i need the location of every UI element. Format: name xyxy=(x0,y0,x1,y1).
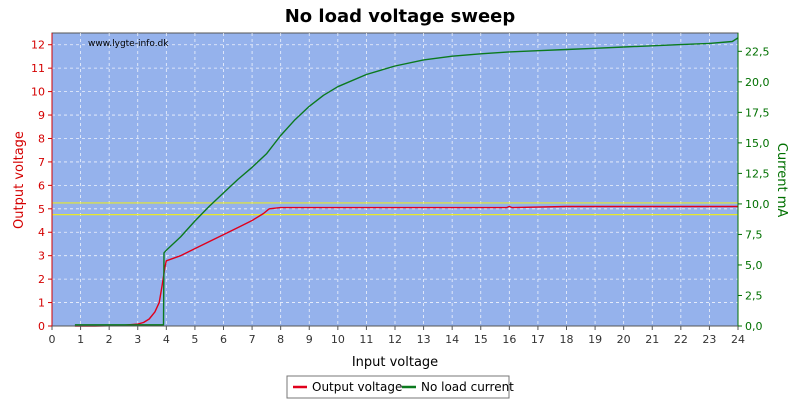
y-left-tick-label: 11 xyxy=(31,62,45,75)
y-left-tick-label: 10 xyxy=(31,86,45,99)
y-right-tick-label: 5,0 xyxy=(745,259,763,272)
y-right-tick-label: 12,5 xyxy=(745,167,770,180)
x-tick-label: 0 xyxy=(49,333,56,346)
x-tick-label: 20 xyxy=(617,333,631,346)
y-left-tick-label: 1 xyxy=(38,297,45,310)
legend-box xyxy=(286,375,510,399)
x-tick-label: 15 xyxy=(474,333,488,346)
x-tick-label: 2 xyxy=(106,333,113,346)
series-line-output-voltage xyxy=(74,205,738,327)
legend-label: Output voltage xyxy=(312,380,402,394)
legend: Output voltage No load current xyxy=(286,375,514,399)
x-tick-label: 1 xyxy=(77,333,84,346)
grid-lines xyxy=(52,33,738,326)
x-tick-label: 5 xyxy=(191,333,198,346)
x-tick-label: 8 xyxy=(277,333,284,346)
series-line-no-load-current xyxy=(74,37,739,326)
x-tick-label: 4 xyxy=(163,333,170,346)
x-tick-label: 24 xyxy=(731,333,745,346)
y-left-tick-label: 12 xyxy=(31,39,45,52)
x-tick-label: 14 xyxy=(445,333,459,346)
y-right-tick-label: 17,5 xyxy=(745,106,770,119)
x-tick-label: 13 xyxy=(417,333,431,346)
x-tick-label: 17 xyxy=(531,333,545,346)
y-axis-right-title: Current mA xyxy=(774,143,789,218)
axes: 0 1 2 3 4 5 6 7 8 9 10 11 12 13 14 15 16 17 18 19 20 21 22 23 24… xyxy=(31,33,770,346)
y-right-tick-label: 0,0 xyxy=(745,320,763,333)
watermark-text: www.lygte-info.dk xyxy=(88,39,169,49)
x-tick-label: 6 xyxy=(220,333,227,346)
chart-title: No load voltage sweep xyxy=(285,6,516,27)
x-tick-label: 22 xyxy=(674,333,688,346)
y-left-tick-label: 6 xyxy=(38,179,45,192)
x-tick-label: 9 xyxy=(306,333,313,346)
series-layer xyxy=(74,37,739,327)
x-tick-label: 10 xyxy=(331,333,345,346)
y-right-tick-label: 15,0 xyxy=(745,137,770,150)
y-left-tick-label: 5 xyxy=(38,203,45,216)
legend-label: No load current xyxy=(421,380,514,394)
y-right-tick-label: 10,0 xyxy=(745,198,770,211)
y-axis-left-title: Output voltage xyxy=(12,131,27,229)
x-tick-label: 3 xyxy=(134,333,141,346)
y-right-tick-label: 7,5 xyxy=(745,228,763,241)
x-tick-label: 7 xyxy=(249,333,256,346)
x-tick-label: 12 xyxy=(388,333,402,346)
y-left-tick-label: 7 xyxy=(38,156,45,169)
x-tick-label: 23 xyxy=(702,333,716,346)
x-tick-label: 18 xyxy=(560,333,574,346)
y-left-tick-label: 3 xyxy=(38,250,45,263)
y-right-tick-label: 2,5 xyxy=(745,289,763,302)
y-left-tick-label: 4 xyxy=(38,226,45,239)
y-right-tick-label: 20,0 xyxy=(745,76,770,89)
y-left-tick-label: 8 xyxy=(38,132,45,145)
x-axis-title: Input voltage xyxy=(352,355,438,370)
x-tick-label: 21 xyxy=(645,333,659,346)
y-left-tick-label: 0 xyxy=(38,320,45,333)
y-left-tick-label: 9 xyxy=(38,109,45,122)
x-tick-label: 16 xyxy=(502,333,516,346)
reference-lines xyxy=(52,202,738,216)
x-tick-label: 11 xyxy=(359,333,373,346)
y-left-tick-label: 2 xyxy=(38,273,45,286)
y-right-tick-label: 22,5 xyxy=(745,45,770,58)
x-tick-label: 19 xyxy=(588,333,602,346)
